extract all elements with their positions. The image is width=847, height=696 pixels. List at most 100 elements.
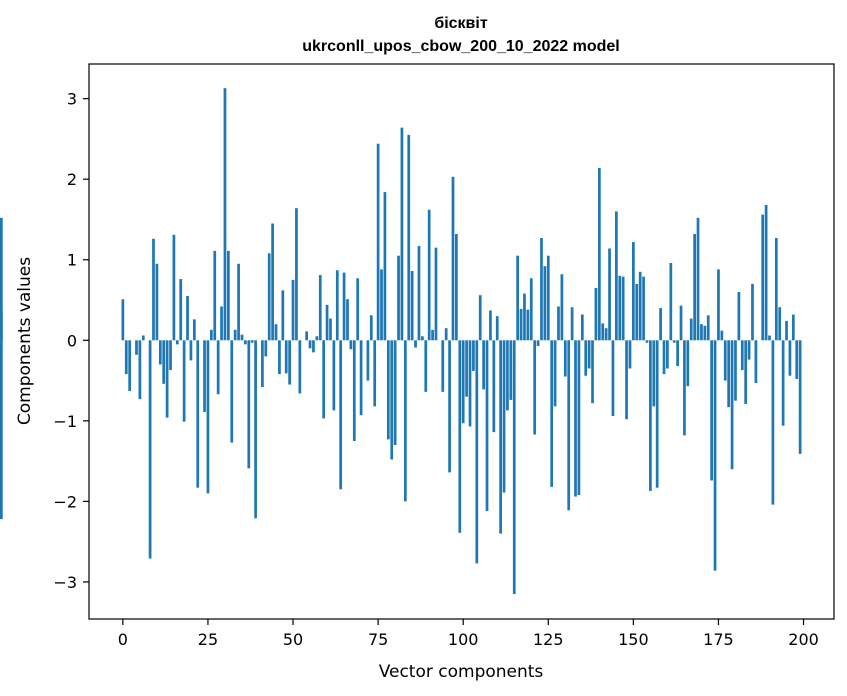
bar-103 bbox=[472, 340, 475, 371]
bar-173 bbox=[710, 340, 714, 481]
bar-108 bbox=[489, 310, 492, 341]
bar-147 bbox=[621, 276, 625, 341]
bar-44 bbox=[271, 223, 274, 341]
bar-47 bbox=[281, 290, 285, 341]
y-axis-ticks: −3 −2 −1 0 1 2 3 bbox=[53, 90, 89, 592]
bar-122 bbox=[536, 340, 540, 346]
bar-152 bbox=[638, 271, 642, 341]
bar-81 bbox=[397, 255, 400, 341]
bar-144 bbox=[611, 340, 615, 417]
bar-80 bbox=[393, 340, 397, 446]
bar-58 bbox=[318, 275, 322, 341]
bar-94 bbox=[441, 340, 445, 392]
bar-193 bbox=[778, 307, 782, 341]
bar-105 bbox=[478, 295, 482, 341]
x-axis-label: Vector components bbox=[379, 662, 544, 682]
bar-188 bbox=[761, 214, 765, 341]
bar-131 bbox=[567, 340, 571, 511]
bar-26 bbox=[209, 329, 213, 341]
bar-17 bbox=[179, 279, 183, 341]
bar-undefined bbox=[0, 217, 3, 341]
bar-64 bbox=[339, 340, 343, 490]
bar-165 bbox=[683, 340, 686, 436]
bar-163 bbox=[676, 340, 679, 367]
bar-92 bbox=[434, 247, 438, 341]
bar-38 bbox=[250, 340, 254, 343]
bar-16 bbox=[175, 340, 179, 345]
bar-137 bbox=[587, 340, 591, 369]
bar-169 bbox=[696, 217, 700, 341]
bar-190 bbox=[768, 335, 771, 341]
bar-32 bbox=[230, 340, 234, 443]
bar-22 bbox=[196, 340, 200, 488]
bar-166 bbox=[686, 340, 690, 387]
bar-120 bbox=[529, 278, 533, 341]
bar-82 bbox=[400, 127, 404, 341]
bar-133 bbox=[574, 340, 577, 497]
bar-21 bbox=[192, 319, 196, 341]
bar-197 bbox=[791, 314, 795, 341]
bar-186 bbox=[754, 340, 758, 383]
bar-149 bbox=[628, 340, 632, 369]
bar-70 bbox=[359, 340, 363, 416]
bar-62 bbox=[332, 340, 336, 411]
bar-109 bbox=[492, 340, 496, 433]
y-tick-label--1: −1 bbox=[53, 412, 77, 431]
bar-140 bbox=[597, 167, 601, 341]
bar-126 bbox=[550, 340, 554, 487]
bar-45 bbox=[274, 324, 278, 341]
bar-12 bbox=[162, 340, 166, 384]
bar-undefined bbox=[0, 340, 3, 520]
bar-124 bbox=[543, 266, 547, 341]
bar-74 bbox=[373, 340, 377, 407]
bar-37 bbox=[247, 340, 251, 469]
bar-98 bbox=[455, 233, 458, 341]
bar-73 bbox=[369, 315, 373, 341]
bar-99 bbox=[458, 340, 462, 533]
bar-132 bbox=[570, 307, 574, 341]
bar-56 bbox=[312, 340, 315, 353]
bar-18 bbox=[182, 340, 186, 422]
bar-195 bbox=[785, 320, 788, 341]
bar-196 bbox=[788, 340, 792, 376]
bar-184 bbox=[747, 340, 751, 360]
bar-87 bbox=[417, 246, 421, 341]
bar-185 bbox=[751, 283, 754, 341]
bar-8 bbox=[148, 340, 152, 559]
bar-151 bbox=[635, 283, 639, 341]
bar-136 bbox=[584, 340, 588, 376]
x-tick-label-125: 125 bbox=[533, 630, 564, 649]
bar-34 bbox=[237, 263, 240, 341]
bar-150 bbox=[632, 242, 635, 341]
bar-63 bbox=[335, 270, 339, 341]
bar-10 bbox=[155, 263, 159, 341]
bar-84 bbox=[407, 134, 411, 341]
bar-119 bbox=[526, 309, 530, 341]
bar-182 bbox=[740, 340, 744, 371]
bar-118 bbox=[523, 293, 526, 341]
bar-135 bbox=[580, 314, 584, 341]
bar-72 bbox=[366, 340, 370, 381]
bar-167 bbox=[689, 318, 693, 341]
y-tick-label--2: −2 bbox=[53, 492, 77, 511]
bar-42 bbox=[264, 340, 268, 357]
bar-41 bbox=[261, 340, 264, 388]
bar-125 bbox=[546, 255, 550, 341]
y-axis-label: Components values bbox=[15, 257, 35, 425]
bar-141 bbox=[601, 323, 605, 341]
bar-29 bbox=[220, 306, 223, 341]
bar-179 bbox=[730, 340, 734, 470]
bar-68 bbox=[352, 340, 356, 441]
bar-11 bbox=[158, 340, 162, 365]
bar-13 bbox=[165, 340, 169, 418]
x-tick-label-50: 50 bbox=[283, 630, 303, 649]
x-axis-ticks: 0 25 50 75 100 125 150 175 200 bbox=[118, 619, 819, 649]
bar-0 bbox=[121, 299, 125, 341]
bar-139 bbox=[594, 287, 598, 341]
bar-146 bbox=[618, 275, 622, 341]
bar-130 bbox=[563, 340, 567, 377]
bar-91 bbox=[431, 329, 434, 341]
bar-15 bbox=[172, 234, 176, 341]
bar-145 bbox=[614, 211, 618, 341]
